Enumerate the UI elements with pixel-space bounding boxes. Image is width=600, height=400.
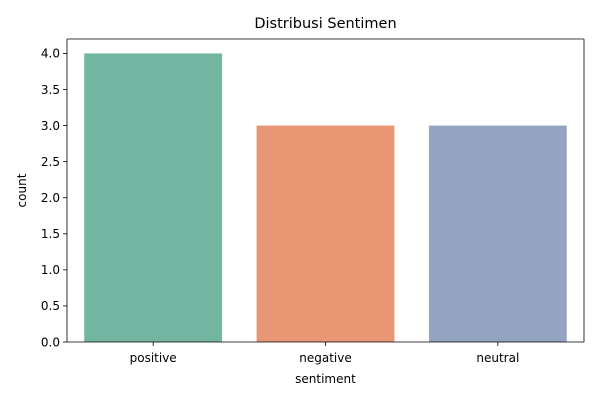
- axes-frame: [66, 38, 585, 343]
- x-axis-label: sentiment: [295, 372, 356, 386]
- bars-layer: [84, 53, 567, 343]
- y-tick-label: 3.5: [41, 83, 60, 97]
- y-ticks: 0.0 0.5 1.0 1.5 2.0 2.5 3.0 3.5 4.0: [41, 47, 67, 349]
- y-tick-label: 0.0: [41, 335, 60, 349]
- y-tick-label: 2.0: [41, 191, 60, 205]
- y-tick-label: 0.5: [41, 299, 60, 313]
- y-tick-label: 1.0: [41, 263, 60, 277]
- y-axis-label: count: [15, 173, 29, 207]
- y-tick-label: 2.5: [41, 155, 60, 169]
- x-tick-label: neutral: [476, 351, 519, 365]
- y-tick-label: 3.0: [41, 119, 60, 133]
- chart-title: Distribusi Sentimen: [254, 16, 396, 32]
- x-ticks: positive negative neutral: [130, 342, 519, 365]
- x-tick-label: positive: [130, 351, 177, 365]
- y-tick-label: 1.5: [41, 227, 60, 241]
- y-tick-label: 4.0: [41, 47, 60, 61]
- bar-positive: [84, 53, 223, 343]
- bar-negative: [256, 125, 395, 342]
- bar-neutral: [428, 125, 567, 342]
- x-tick-label: negative: [299, 351, 351, 365]
